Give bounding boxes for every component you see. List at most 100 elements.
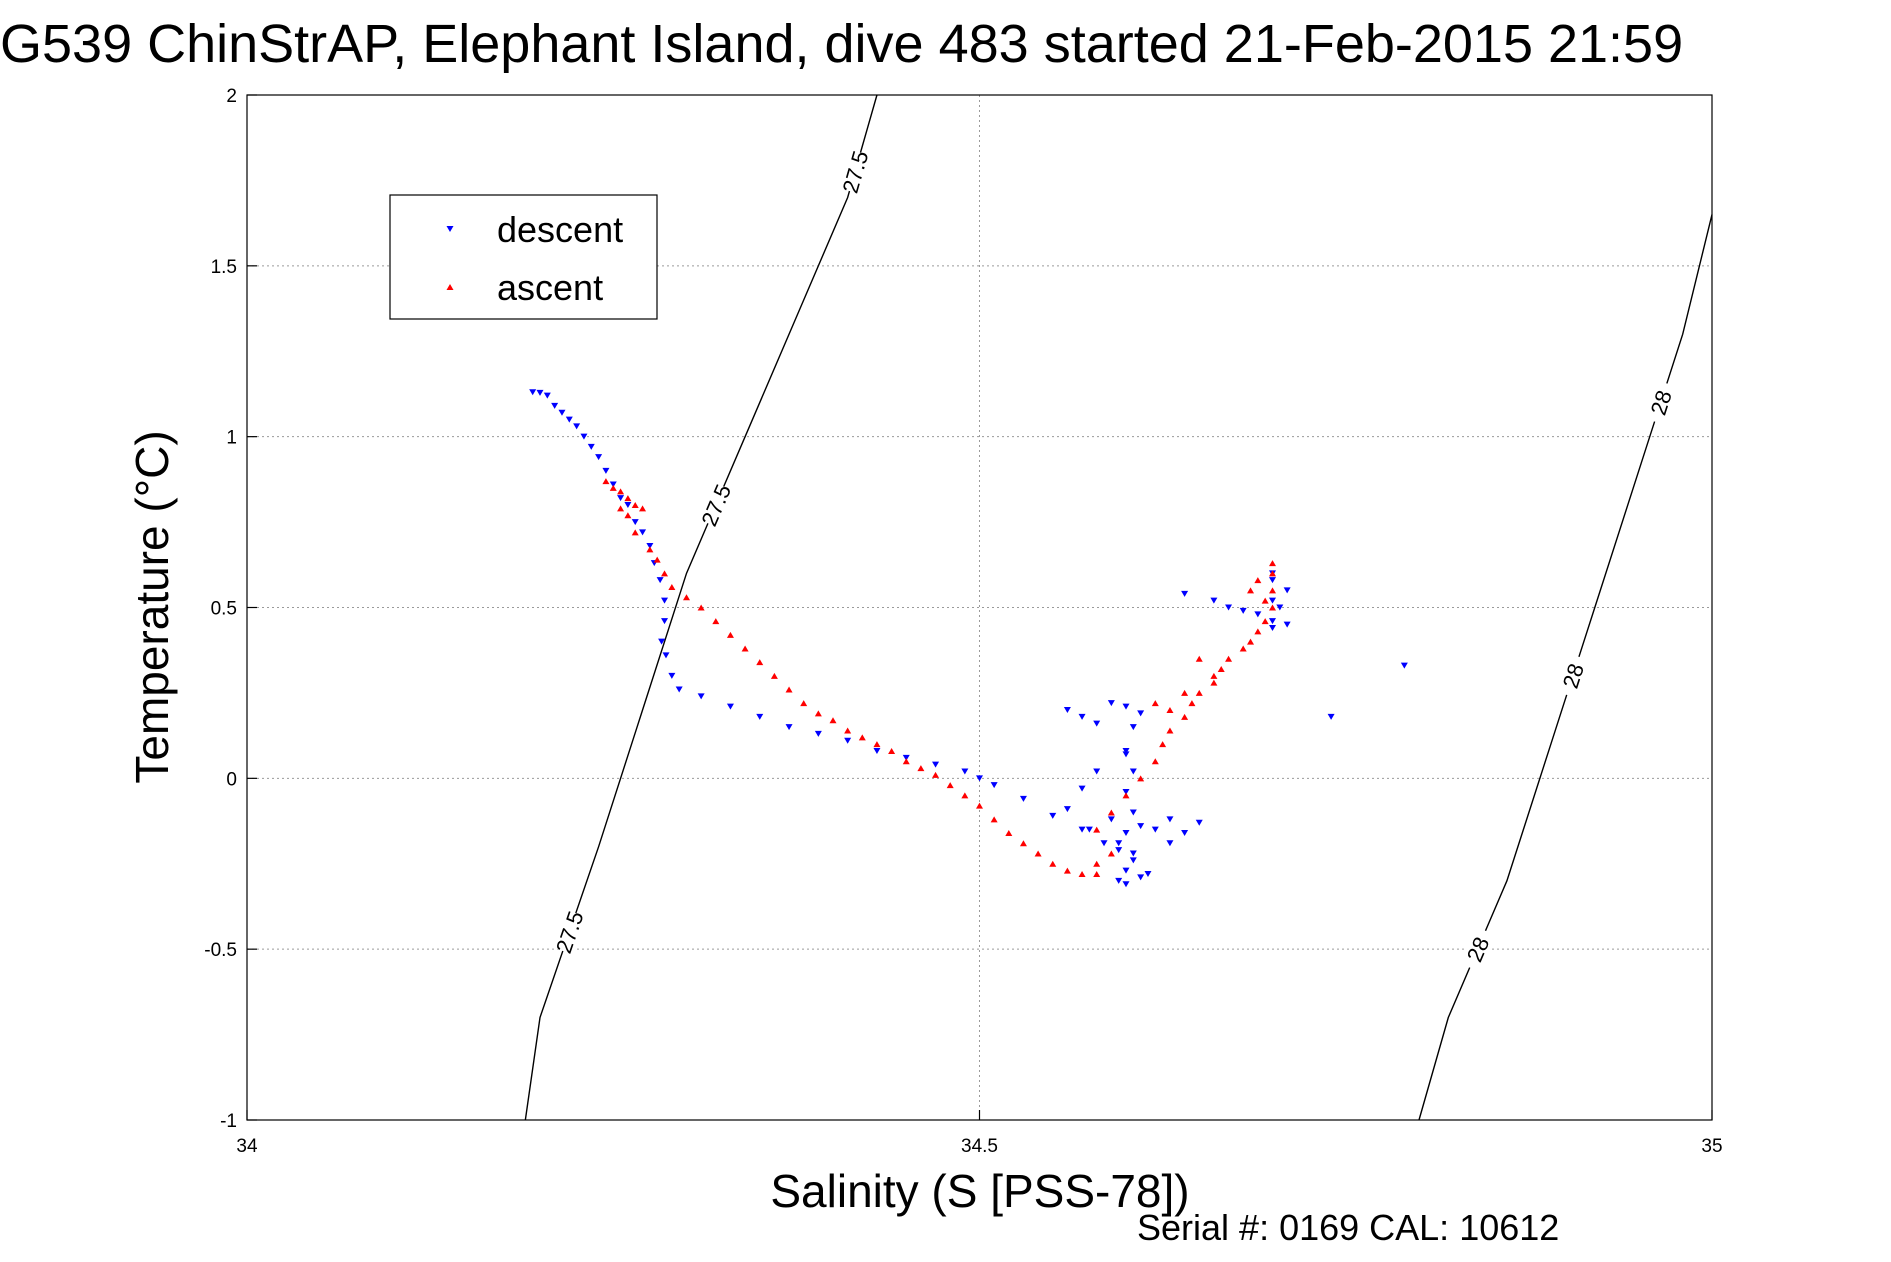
point-ascent xyxy=(814,710,822,717)
legend-label-ascent: ascent xyxy=(497,267,603,308)
point-descent xyxy=(902,754,910,761)
legend: descent ascent xyxy=(389,194,658,320)
point-descent xyxy=(1239,607,1247,614)
point-ascent xyxy=(1049,860,1057,867)
point-descent xyxy=(1195,819,1203,826)
point-ascent xyxy=(1269,604,1276,611)
point-descent xyxy=(1107,700,1115,707)
scatter-points xyxy=(529,389,1408,888)
contour-label: 27.5 xyxy=(696,481,736,530)
point-descent xyxy=(1137,874,1145,881)
point-ascent xyxy=(741,645,749,652)
point-ascent xyxy=(1093,860,1101,867)
point-ascent xyxy=(946,782,954,789)
serial-footnote: Serial #: 0169 CAL: 10612 xyxy=(1137,1207,1559,1248)
y-tick-label: 0.5 xyxy=(211,599,237,620)
point-ascent xyxy=(756,659,764,666)
point-ascent xyxy=(1181,689,1189,696)
point-descent xyxy=(1151,826,1159,833)
point-ascent xyxy=(1034,850,1042,857)
y-axis-label: Temperature (°C) xyxy=(126,430,178,783)
point-descent xyxy=(1269,597,1276,604)
point-ascent xyxy=(1210,672,1218,679)
contour-label: 27.5 xyxy=(838,148,874,196)
point-descent xyxy=(646,543,654,549)
point-ascent xyxy=(1122,792,1130,799)
point-ascent xyxy=(1269,587,1276,594)
point-descent xyxy=(662,652,670,659)
point-descent xyxy=(1129,724,1137,731)
point-ascent xyxy=(902,758,910,765)
point-ascent xyxy=(1159,741,1167,748)
legend-box xyxy=(389,194,658,320)
x-tick-label: 35 xyxy=(1701,1136,1722,1157)
point-descent xyxy=(1122,830,1130,836)
point-descent xyxy=(656,577,664,584)
legend-marker-descent xyxy=(446,226,454,232)
point-ascent xyxy=(932,771,940,778)
point-descent xyxy=(639,529,647,536)
point-descent xyxy=(814,730,822,737)
legend-marker-ascent xyxy=(446,284,454,290)
point-descent xyxy=(1129,768,1137,775)
point-ascent xyxy=(617,505,625,512)
point-ascent xyxy=(917,765,925,772)
point-ascent xyxy=(1247,587,1255,594)
point-descent xyxy=(932,761,940,768)
point-descent xyxy=(1269,577,1276,584)
point-descent xyxy=(1276,604,1284,611)
contour-label-bg xyxy=(837,149,873,195)
point-ascent xyxy=(1225,655,1233,662)
y-axis-ticks: -1 -0.5 0 0.5 1 1.5 2 xyxy=(204,86,257,1132)
point-descent xyxy=(1129,809,1137,816)
point-ascent xyxy=(1063,867,1071,874)
point-descent xyxy=(1269,618,1276,625)
point-descent xyxy=(1019,795,1027,802)
point-descent xyxy=(1093,720,1101,727)
point-descent xyxy=(1166,816,1174,823)
point-descent xyxy=(1137,823,1145,830)
point-descent xyxy=(1254,611,1262,618)
point-descent xyxy=(844,737,852,744)
contour-label-bg xyxy=(1643,379,1679,426)
point-ascent xyxy=(800,700,808,707)
point-descent xyxy=(602,467,610,474)
point-ascent xyxy=(624,495,632,502)
point-descent xyxy=(617,495,625,502)
y-tick-label: -0.5 xyxy=(204,940,237,961)
point-descent xyxy=(529,389,537,396)
point-descent xyxy=(661,597,669,604)
point-ascent xyxy=(1239,645,1247,652)
point-descent xyxy=(595,454,603,461)
x-axis-ticks: 34 34.5 35 xyxy=(236,1110,1723,1157)
point-descent xyxy=(1283,621,1291,628)
point-descent xyxy=(726,703,734,710)
point-ascent xyxy=(1254,628,1262,635)
point-ascent xyxy=(1181,713,1189,720)
point-ascent xyxy=(1261,618,1269,625)
point-descent xyxy=(661,618,669,625)
point-descent xyxy=(976,775,983,782)
point-descent xyxy=(1137,710,1145,717)
point-ascent xyxy=(726,631,734,638)
point-ascent xyxy=(1151,700,1159,707)
point-descent xyxy=(1100,840,1108,847)
point-descent xyxy=(1122,867,1130,874)
point-descent xyxy=(1063,806,1071,813)
point-descent xyxy=(1225,604,1233,611)
point-ascent xyxy=(785,686,793,693)
point-descent xyxy=(873,748,881,754)
point-descent xyxy=(675,686,683,693)
point-descent xyxy=(1129,850,1137,857)
point-descent xyxy=(785,724,793,731)
point-ascent xyxy=(1210,679,1218,686)
point-descent xyxy=(1144,871,1152,877)
point-descent xyxy=(756,713,764,720)
y-tick-label: 1 xyxy=(226,428,237,449)
contour-label-bg xyxy=(1555,653,1591,699)
point-ascent xyxy=(1166,727,1174,734)
point-descent xyxy=(1122,751,1130,758)
point-ascent xyxy=(1269,570,1276,577)
